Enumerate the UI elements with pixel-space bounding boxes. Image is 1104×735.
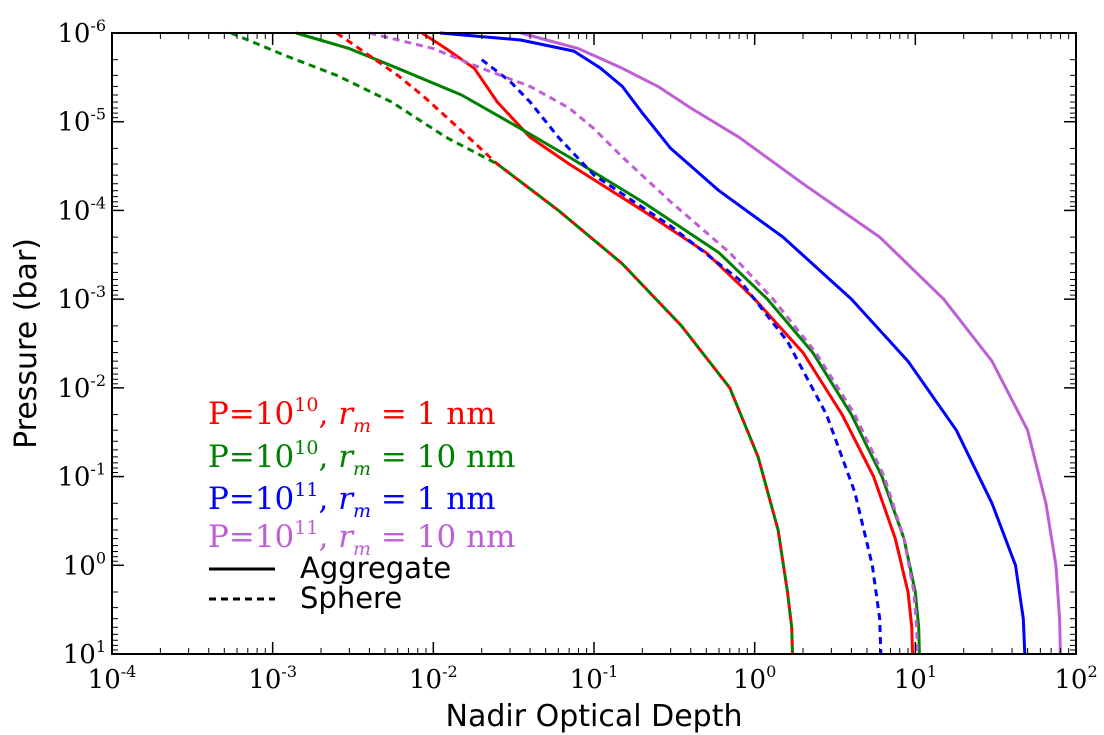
legend-style-label-dashed: Sphere bbox=[300, 581, 402, 615]
series-line-aggregate-4 bbox=[520, 31, 1062, 655]
series-line-sphere-2 bbox=[230, 31, 794, 655]
x-tick-label: 10-4 bbox=[88, 662, 137, 695]
x-tick-label: 10-2 bbox=[409, 662, 458, 695]
x-axis-title: Nadir Optical Depth bbox=[446, 699, 743, 734]
y-tick-label: 10-4 bbox=[57, 193, 106, 226]
plot-frame bbox=[111, 32, 1077, 655]
y-tick-label: 101 bbox=[63, 637, 106, 670]
x-tick-label: 10-1 bbox=[570, 662, 619, 695]
series-line-sphere-4 bbox=[369, 31, 919, 655]
y-tick-label: 10-2 bbox=[57, 371, 106, 404]
y-tick-label: 10-6 bbox=[57, 16, 106, 49]
legend-entry-3: P=1011, rm = 1 nm bbox=[208, 479, 496, 522]
x-tick-label: 10-3 bbox=[248, 662, 297, 695]
y-tick-label: 100 bbox=[63, 548, 106, 581]
x-tick-label: 101 bbox=[894, 662, 937, 695]
series-line-sphere-1 bbox=[335, 31, 794, 655]
legend: P=1010, rm = 1 nmP=1010, rm = 10 nmP=101… bbox=[208, 394, 515, 615]
series-line-aggregate-1 bbox=[421, 31, 914, 655]
legend-entry-4: P=1011, rm = 10 nm bbox=[208, 517, 515, 560]
series-line-aggregate-3 bbox=[439, 31, 1027, 655]
legend-entry-1: P=1010, rm = 1 nm bbox=[208, 394, 496, 437]
legend-entry-2: P=1010, rm = 10 nm bbox=[208, 437, 515, 480]
series-line-sphere-3 bbox=[480, 58, 883, 655]
y-tick-label: 10-3 bbox=[57, 282, 106, 315]
series-layer bbox=[230, 31, 1062, 655]
legend-style-label-solid: Aggregate bbox=[300, 551, 451, 585]
y-tick-label: 10-5 bbox=[57, 105, 106, 138]
x-tick-label: 100 bbox=[733, 662, 776, 695]
ticks-layer: 10-4 10-3 10-2 10-1 100 101 102 10-6 10-5 10-4 10-… bbox=[57, 16, 1097, 695]
y-axis-title: Pressure (bar) bbox=[9, 238, 44, 449]
x-tick-label: 102 bbox=[1054, 662, 1097, 695]
y-tick-label: 10-1 bbox=[57, 460, 106, 493]
